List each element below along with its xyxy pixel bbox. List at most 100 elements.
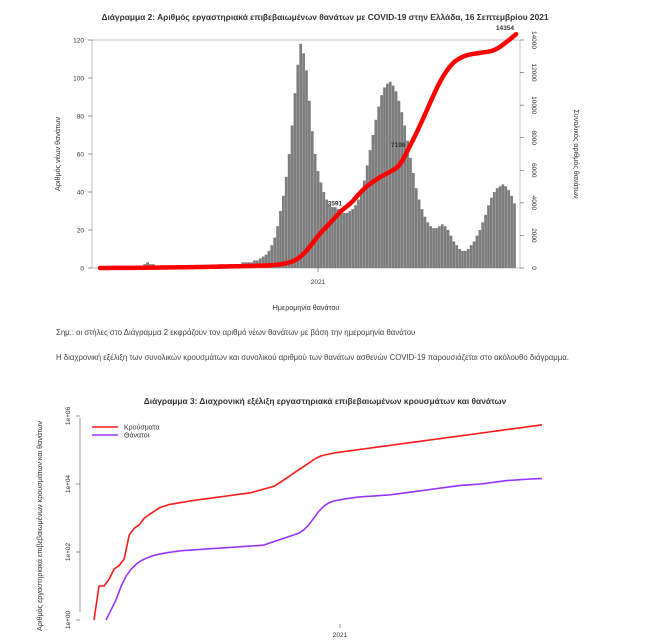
bar [455,245,459,268]
annotation-label: 3591 [328,201,343,208]
bar [383,87,386,268]
bar [426,222,430,268]
bar [391,85,395,268]
bar [423,216,427,268]
chart-2: 0 20 40 60 80 100 120 0 2000 4000 6000 8000 10000 120… [53,25,581,312]
y2-tick-label: 14000 [530,31,537,49]
bar [290,125,294,268]
bar [469,245,473,268]
bar [360,192,363,268]
chart-note: Σημ.: οι στήλες στο Διάγραμμα 2 εκφράζου… [56,328,416,337]
bar [478,230,482,268]
bar [305,70,308,269]
bar [438,226,441,268]
bar [302,53,305,268]
bar [475,235,479,268]
y-tick-label: 1e+02 [65,542,72,561]
bar [334,207,337,268]
bar [403,125,407,268]
bar [380,95,383,268]
bar [348,211,352,268]
bar [458,249,461,268]
y-axis-label: Αριθμός νέων θανάτων [53,117,62,191]
bar [282,195,285,268]
bar [440,224,444,268]
y2-tick-label: 8000 [530,130,537,145]
bar [368,150,372,268]
body-paragraph: Η διαχρονική εξέλιξη των συνολικών κρουσ… [56,353,569,362]
bar [472,241,476,268]
legend-label: Κρούσματα [124,424,160,432]
series-line-cases [93,424,543,621]
y-tick-label: 20 [77,228,85,235]
bar [409,157,412,268]
y-tick-label: 1e+06 [65,406,72,425]
bar [397,100,401,268]
y-tick-label: 100 [73,76,84,83]
legend-label: Θάνατοι [124,432,150,440]
bar [293,93,297,268]
bar [296,64,300,268]
x-tick-label: 2021 [311,279,326,286]
bar [432,228,435,268]
y-tick-label: 1e+04 [65,474,72,493]
bar [261,256,265,268]
bar [386,83,389,268]
series-line-deaths [105,477,543,621]
bar [279,211,282,268]
bar [443,226,447,268]
y-tick-label: 1e+00 [65,610,72,629]
bar [345,212,349,268]
y-tick-label: 60 [77,152,85,159]
bar [313,154,317,268]
bar [513,203,516,268]
y-tick-label: 0 [80,266,84,273]
y-tick-label: 120 [73,38,84,45]
cumulative-deaths-line [97,31,519,271]
bar [435,228,438,268]
y2-tick-label: 6000 [530,163,537,178]
chart-3-title: Διάγραμμα 3: Διαχρονική εξέλιξη εργαστηρ… [143,396,507,406]
bar [510,195,513,268]
y2-tick-label: 12000 [530,64,537,82]
bar [414,188,418,268]
bar [400,112,404,268]
y2-tick-label: 4000 [530,196,537,211]
y2-tick-label: 2000 [530,228,537,243]
y-axis-label: Αριθμός εργαστηριακά επιβεβαιωμένων κρου… [35,421,44,631]
bar [336,209,340,268]
bar [464,250,467,268]
bar [258,258,262,268]
bar [319,182,323,268]
bar [394,91,398,268]
bar [310,131,314,268]
bar [351,209,355,268]
bar [362,180,366,268]
bar [267,250,271,268]
y-tick-label: 80 [77,114,85,121]
bar [487,205,490,268]
bar [507,190,511,268]
x-axis-label: Ημερομηνία θανάτου [273,303,340,312]
annotation-label: 14354 [496,25,514,32]
bar [357,199,360,268]
bar [429,226,433,268]
bar [264,254,268,268]
bar [273,237,277,268]
bar [308,100,311,268]
bar [342,212,346,268]
bar [276,226,279,268]
annotation-label: 7196 [391,142,406,149]
bar [299,43,303,268]
bar [287,154,291,268]
bar [339,211,343,268]
bar [452,241,456,268]
bar [284,176,288,268]
bar [449,235,453,268]
bar [484,214,487,268]
y2-tick-label: 10000 [530,96,537,114]
bar [316,171,320,268]
chart-2-title: Διάγραμμα 2: Αριθμός εργαστηριακά επιβεβ… [101,12,549,22]
